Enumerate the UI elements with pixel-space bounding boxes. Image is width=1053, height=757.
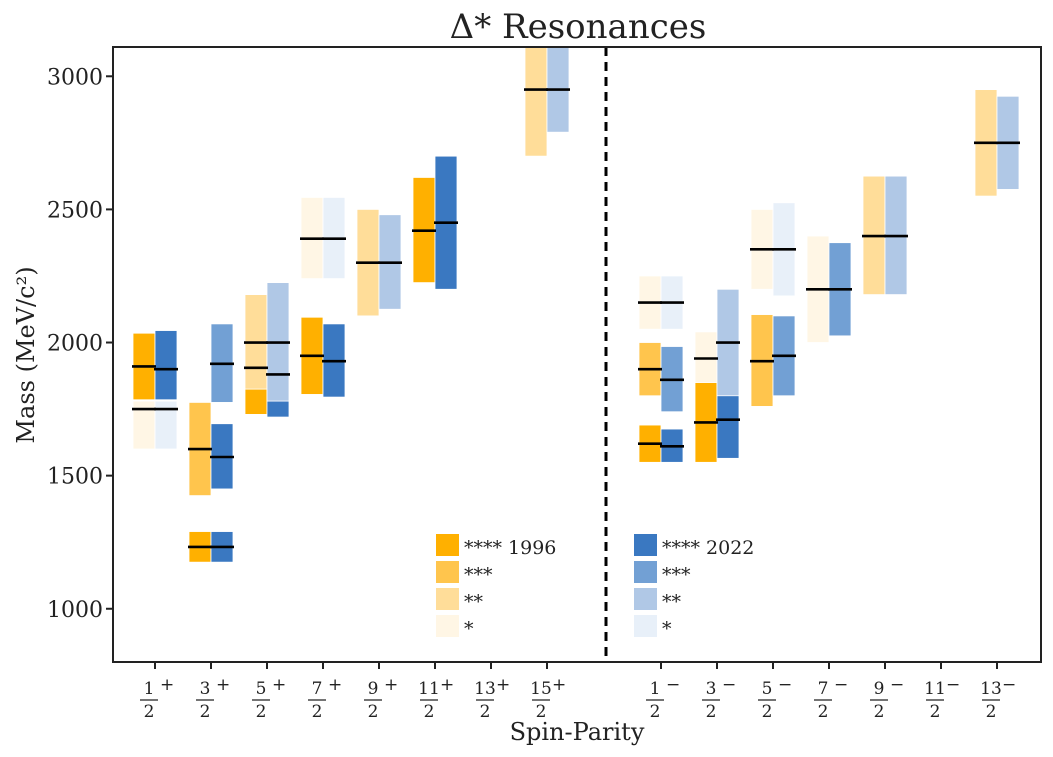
svg-text:9: 9 bbox=[368, 679, 379, 699]
legend-swatch-2022-2 bbox=[634, 588, 657, 610]
svg-text:2: 2 bbox=[368, 702, 379, 722]
svg-text:7: 7 bbox=[818, 679, 829, 699]
svg-text:+: + bbox=[384, 675, 398, 695]
svg-text:−: − bbox=[778, 675, 792, 695]
legend-swatch-2022-4 bbox=[634, 534, 657, 556]
x-tick-label-10: 5 2− bbox=[758, 675, 792, 722]
svg-text:+: + bbox=[440, 675, 454, 695]
svg-text:2: 2 bbox=[762, 702, 773, 722]
svg-text:13: 13 bbox=[980, 679, 1002, 699]
svg-text:1: 1 bbox=[650, 679, 661, 699]
legend-label-1996-2: ** bbox=[464, 591, 484, 613]
svg-text:2: 2 bbox=[480, 702, 491, 722]
svg-text:2: 2 bbox=[536, 702, 547, 722]
svg-text:3: 3 bbox=[200, 679, 211, 699]
svg-text:1: 1 bbox=[144, 679, 155, 699]
y-tick-label-2500: 2500 bbox=[47, 198, 103, 223]
x-tick-label-4: 9 2+ bbox=[364, 675, 398, 722]
resonance-box-2022-0 bbox=[154, 400, 178, 450]
plot-area bbox=[132, 46, 1020, 662]
legend-swatch-2022-1 bbox=[634, 615, 657, 637]
svg-text:+: + bbox=[552, 675, 566, 695]
resonance-box-1996-10 bbox=[524, 46, 548, 157]
svg-text:2: 2 bbox=[424, 702, 435, 722]
x-tick-label-11: 7 2− bbox=[814, 675, 848, 722]
resonance-box-2022-1 bbox=[154, 330, 178, 401]
y-tick-label-1000: 1000 bbox=[47, 598, 103, 623]
legend-swatch-1996-4 bbox=[436, 534, 459, 556]
legend-swatch-2022-3 bbox=[634, 561, 657, 583]
y-tick-label-1500: 1500 bbox=[47, 465, 103, 490]
svg-text:5: 5 bbox=[256, 679, 267, 699]
legend-swatch-1996-1 bbox=[436, 615, 459, 637]
svg-text:2: 2 bbox=[650, 702, 661, 722]
y-tick-label-3000: 3000 bbox=[47, 65, 103, 90]
legend-label-1996-1: * bbox=[464, 618, 474, 640]
svg-text:11: 11 bbox=[924, 679, 946, 699]
legend-label-1996-4: **** 1996 bbox=[464, 537, 556, 559]
legend-label-2022-3: *** bbox=[662, 564, 691, 586]
svg-text:−: − bbox=[834, 675, 848, 695]
x-tick-label-13: 11 2− bbox=[924, 675, 960, 722]
svg-text:+: + bbox=[160, 675, 174, 695]
chart-title: Δ* Resonances bbox=[450, 7, 707, 47]
y-axis-label: Mass (MeV/c²) bbox=[12, 266, 40, 443]
legend-swatch-1996-2 bbox=[436, 588, 459, 610]
plot-frame bbox=[112, 46, 1042, 663]
svg-text:2: 2 bbox=[256, 702, 267, 722]
svg-text:5: 5 bbox=[762, 679, 773, 699]
svg-text:15: 15 bbox=[530, 679, 552, 699]
svg-text:+: + bbox=[272, 675, 286, 695]
svg-text:−: − bbox=[890, 675, 904, 695]
legend-label-2022-4: **** 2022 bbox=[662, 537, 754, 559]
x-tick-label-1: 3 2+ bbox=[196, 675, 230, 722]
svg-text:+: + bbox=[328, 675, 342, 695]
svg-text:2: 2 bbox=[818, 702, 829, 722]
svg-text:2: 2 bbox=[144, 702, 155, 722]
svg-text:2: 2 bbox=[930, 702, 941, 722]
x-tick-label-2: 5 2+ bbox=[252, 675, 286, 722]
x-tick-label-14: 13 2− bbox=[980, 675, 1016, 722]
svg-text:11: 11 bbox=[418, 679, 440, 699]
x-tick-label-5: 11 2+ bbox=[418, 675, 454, 722]
x-tick-label-6: 13 2+ bbox=[474, 675, 510, 722]
svg-text:9: 9 bbox=[874, 679, 885, 699]
svg-text:−: − bbox=[722, 675, 736, 695]
svg-text:2: 2 bbox=[706, 702, 717, 722]
x-tick-label-3: 7 2+ bbox=[308, 675, 342, 722]
x-tick-label-12: 9 2− bbox=[870, 675, 904, 722]
svg-text:2: 2 bbox=[986, 702, 997, 722]
resonance-box-1996-15 bbox=[694, 331, 718, 383]
legend-swatch-1996-3 bbox=[436, 561, 459, 583]
svg-text:−: − bbox=[946, 675, 960, 695]
legend-label-1996-3: *** bbox=[464, 564, 493, 586]
x-tick-label-9: 3 2− bbox=[702, 675, 736, 722]
svg-text:2: 2 bbox=[874, 702, 885, 722]
x-tick-label-8: 1 2− bbox=[646, 675, 680, 722]
svg-text:+: + bbox=[216, 675, 230, 695]
svg-text:2: 2 bbox=[312, 702, 323, 722]
x-tick-label-0: 1 2+ bbox=[140, 675, 174, 722]
svg-text:−: − bbox=[666, 675, 680, 695]
legend: **** 1996********** 2022****** bbox=[436, 534, 754, 640]
x-axis-label: Spin-Parity bbox=[510, 718, 645, 746]
svg-text:3: 3 bbox=[706, 679, 717, 699]
svg-text:2: 2 bbox=[200, 702, 211, 722]
svg-text:+: + bbox=[496, 675, 510, 695]
svg-text:13: 13 bbox=[474, 679, 496, 699]
legend-label-2022-2: ** bbox=[662, 591, 682, 613]
svg-text:7: 7 bbox=[312, 679, 323, 699]
legend-label-2022-1: * bbox=[662, 618, 672, 640]
svg-text:−: − bbox=[1002, 675, 1016, 695]
y-tick-label-2000: 2000 bbox=[47, 332, 103, 357]
x-tick-label-7: 15 2+ bbox=[530, 675, 566, 722]
